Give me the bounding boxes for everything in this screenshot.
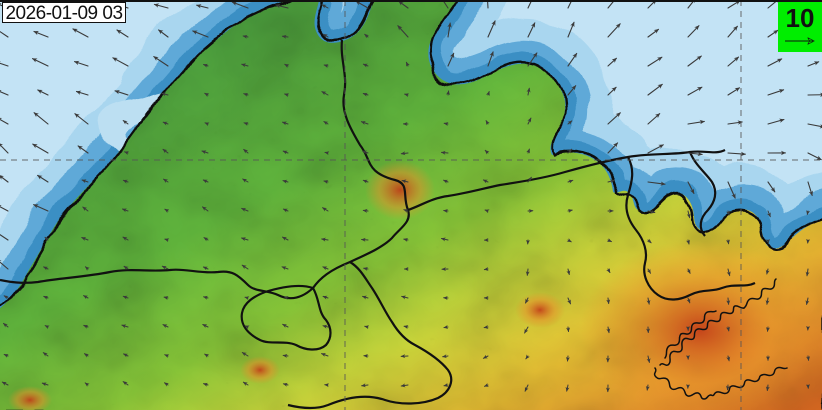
svg-text:10: 10 bbox=[786, 3, 815, 33]
